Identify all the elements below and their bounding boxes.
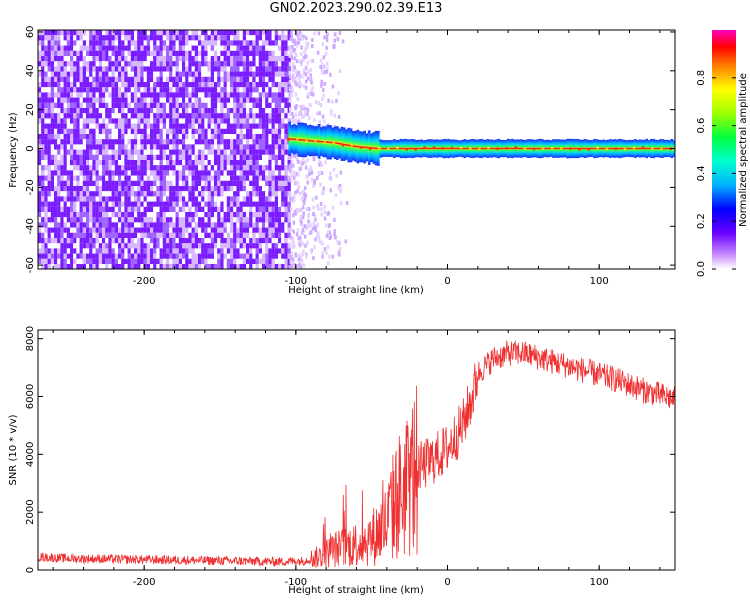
y-tick-label: 2000 [25,499,36,524]
chart-title: GN02.2023.290.02.39.E13 [269,1,443,16]
x-tick-label: 100 [590,577,609,588]
x-tick-label: -200 [133,577,156,588]
y-tick-label: 20 [25,103,36,116]
colorbar: 0.0 0.2 0.4 0.6 0.8 Normalized spectral ampl… [696,30,749,277]
snr-y-ticks: 0 2000 4000 6000 8000 [25,326,675,573]
spectrogram-y-ticks: 60 40 20 0 -20 -40 -60 [25,26,675,273]
x-tick-label: -100 [284,276,307,287]
colorbar-tick-label: 0.4 [696,165,707,181]
x-tick-label: -200 [133,276,156,287]
y-tick-label: 40 [25,64,36,77]
x-tick-label: 100 [590,276,609,287]
x-tick-label: 0 [444,577,450,588]
y-tick-label: 0 [25,567,36,573]
spectrogram-signal-band [286,121,675,166]
spectrogram-x-label: Height of straight line (km) [288,285,424,296]
spectrogram-x-ticks: -200 -100 0 100 [52,30,661,287]
snr-x-label: Height of straight line (km) [288,585,424,596]
colorbar-ticks: 0.0 0.2 0.4 0.6 0.8 [696,70,736,277]
snr-x-ticks: -200 -100 0 100 [52,330,661,588]
snr-series-line [38,340,675,568]
y-tick-label: 4000 [25,442,36,467]
y-tick-label: -60 [25,257,36,273]
colorbar-tick-label: 0.8 [696,70,707,86]
spectrogram-panel: -200 -100 0 100 60 40 20 0 -20 -40 -60 Height of … [8,26,676,296]
spectrogram-y-label: Frequency (Hz) [8,112,19,188]
y-tick-label: -40 [25,218,36,234]
x-tick-label: 0 [444,276,450,287]
y-tick-label: 6000 [25,384,36,409]
y-tick-label: 60 [25,26,36,39]
snr-y-label: SNR (10 * v/v) [8,414,19,485]
colorbar-tick-label: 0.2 [696,213,707,229]
colorbar-tick-label: 0.6 [696,118,707,134]
x-tick-label: -100 [284,577,307,588]
colorbar-gradient [712,30,736,269]
y-tick-label: 0 [25,145,36,151]
colorbar-tick-label: 0.0 [696,261,707,277]
y-tick-label: 8000 [25,326,36,351]
colorbar-label: Normalized spectral amplitude [738,73,749,227]
y-tick-label: -20 [25,179,36,195]
